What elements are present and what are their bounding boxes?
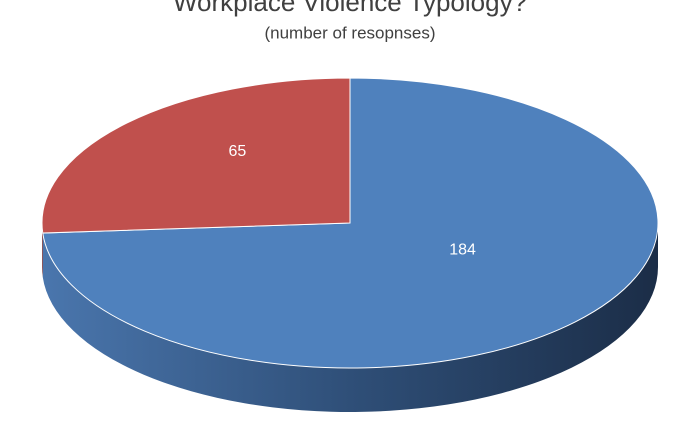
chart-subtitle: (number of resopnses) [264,23,435,42]
pie-slice [41,77,351,234]
pie-side [42,223,43,278]
data-label: 184 [449,242,476,259]
chart-title: Workplace Violence Typology? [173,0,527,17]
pie-side [42,223,659,413]
data-label: 65 [228,143,246,160]
